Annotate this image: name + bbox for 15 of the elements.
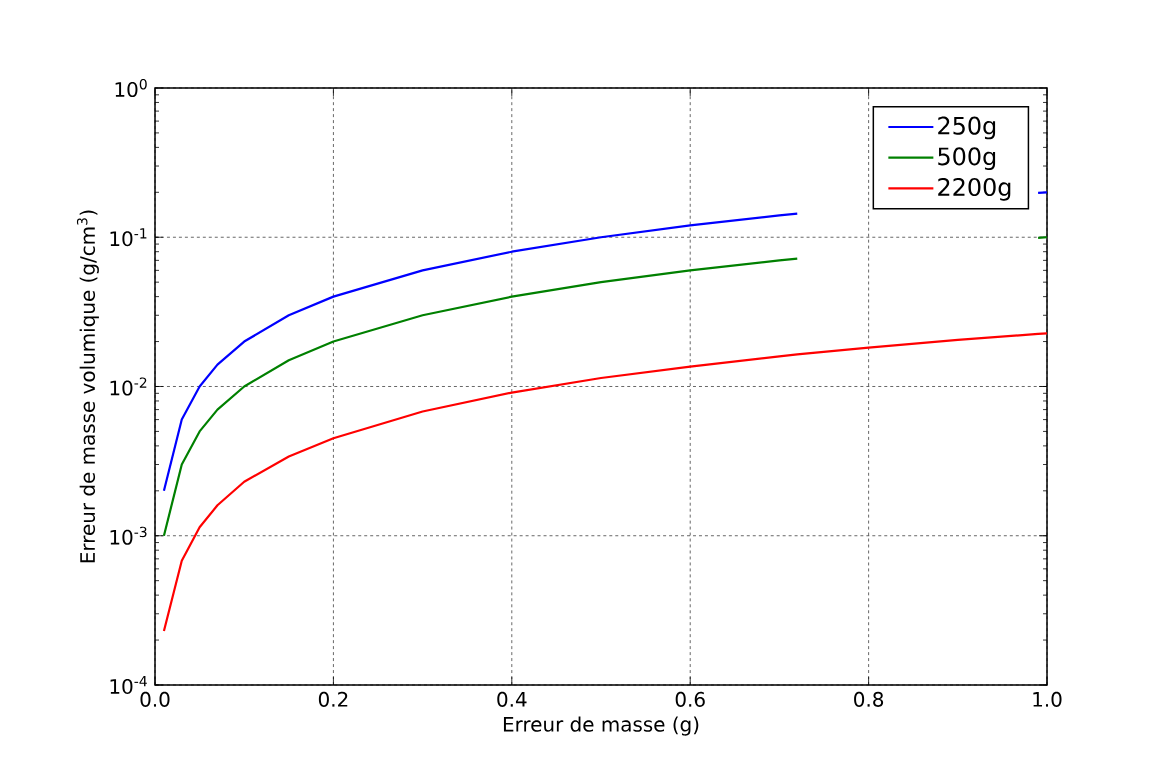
x-tick-label: 0.8 [854, 691, 884, 707]
y-tick-label: 10$^{-2}$ [110, 377, 147, 396]
legend-label: 250g [938, 116, 996, 140]
x-tick-label: 0.6 [675, 691, 705, 707]
y-tick-label: 10$^{-3}$ [110, 526, 147, 545]
legend-label: 500g [938, 147, 996, 171]
line-series [162, 332, 1048, 633]
legend-label: 2200g [938, 178, 1011, 201]
x-tick-label: 1.0 [1033, 691, 1062, 707]
x-tick-label: 0.2 [318, 691, 348, 707]
y-axis-title: Erreur de masse volumique (g/cm$^{3}$) [76, 210, 99, 563]
x-axis-title: Erreur de masse (g) [503, 716, 699, 736]
x-tick-label: 0.4 [497, 691, 527, 707]
y-tick-label: 10$^{-1}$ [110, 228, 147, 247]
y-tick-label: 10$^{0}$ [115, 78, 147, 98]
